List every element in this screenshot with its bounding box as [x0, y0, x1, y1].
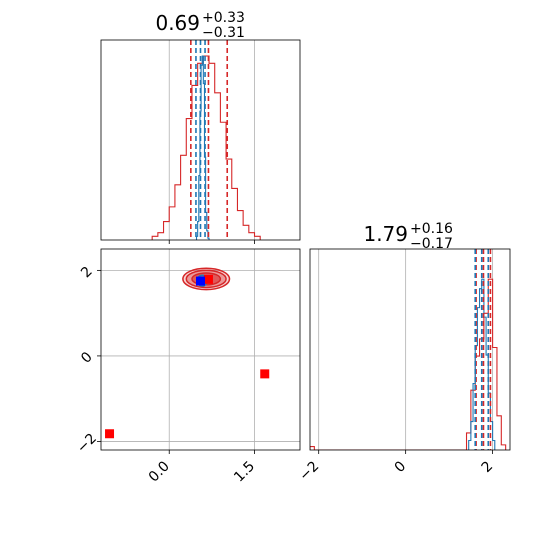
x-tick-label: 0.0 — [146, 458, 173, 485]
histogram-blue — [195, 55, 210, 240]
x-ticks: −2 0 2 — [296, 450, 496, 484]
x-tick-label: 1.5 — [231, 458, 258, 485]
y-tick-label: −2 — [74, 430, 100, 456]
x-tick-label: 2 — [479, 458, 497, 476]
y-tick-label: 0 — [78, 349, 96, 367]
quantile-lines — [474, 249, 492, 450]
scatter-panel-bottom-left: 0.0 1.5 2 0 −2 — [74, 248, 301, 485]
grid-lines — [168, 40, 255, 240]
grid-lines — [318, 249, 494, 450]
markers — [105, 274, 270, 439]
x-ticks — [168, 240, 255, 244]
x-tick-label: 0 — [392, 458, 410, 476]
marker-marker_red — [105, 429, 115, 439]
x-tick-label: −2 — [296, 458, 322, 484]
title-value: 0.69 — [155, 11, 200, 35]
axes-frame — [100, 248, 301, 451]
marker-marker_blue — [196, 276, 205, 286]
title-upper: +0.16 — [410, 221, 453, 237]
histogram-series — [151, 55, 261, 240]
axes-frame — [100, 39, 301, 241]
marker-marker_red — [260, 369, 270, 379]
hist-panel-bottom-right: −2 0 2 1.79 +0.16 −0.17 — [296, 221, 511, 484]
x-ticks: 0.0 1.5 — [146, 450, 258, 485]
histogram-red — [151, 55, 261, 240]
marker-marker_red — [203, 274, 213, 284]
y-tick-label: 2 — [78, 264, 96, 282]
axes-frame — [309, 248, 511, 451]
title-value: 1.79 — [363, 222, 408, 246]
quantile-lines — [190, 40, 229, 240]
title-upper: +0.33 — [202, 10, 245, 26]
y-ticks: 2 0 −2 — [74, 264, 101, 456]
hist-panel-top-left: 0.69 +0.33 −0.31 — [100, 10, 301, 244]
title-lower: −0.31 — [202, 25, 245, 41]
title-lower: −0.17 — [410, 236, 453, 252]
